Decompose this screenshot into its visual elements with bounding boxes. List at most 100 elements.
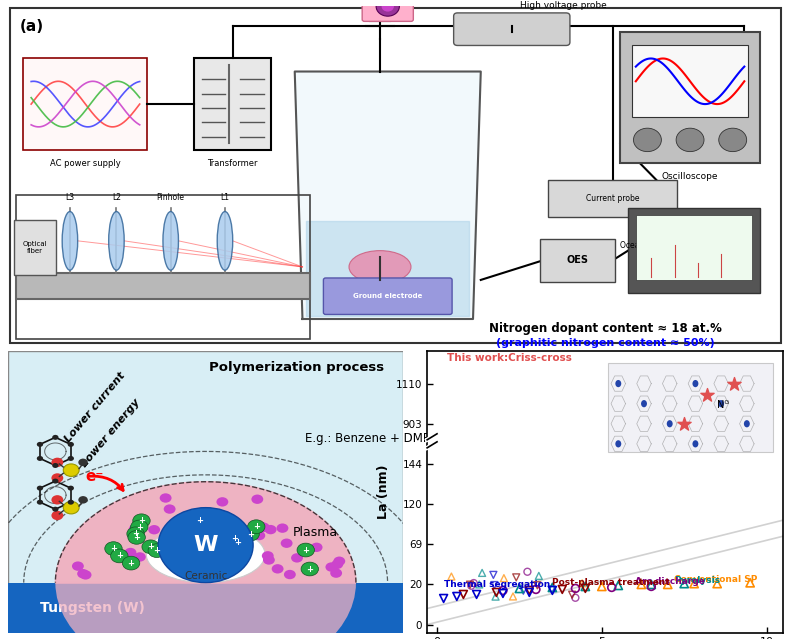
- Point: [490, 587, 503, 597]
- Circle shape: [67, 456, 74, 461]
- Circle shape: [253, 531, 265, 540]
- Point: [701, 390, 713, 401]
- Circle shape: [37, 500, 44, 505]
- Point: [576, 578, 589, 589]
- Circle shape: [133, 514, 150, 528]
- Point: [566, 590, 578, 600]
- Text: Oscilloscope: Oscilloscope: [662, 173, 718, 181]
- Ellipse shape: [349, 250, 411, 283]
- Point: [497, 585, 509, 596]
- Point: [464, 580, 476, 590]
- Text: +: +: [138, 516, 145, 525]
- Circle shape: [51, 473, 63, 482]
- FancyBboxPatch shape: [14, 220, 56, 275]
- Circle shape: [676, 128, 704, 151]
- FancyBboxPatch shape: [24, 59, 147, 150]
- Point: [556, 584, 569, 594]
- Text: L3: L3: [66, 193, 74, 202]
- Circle shape: [255, 522, 267, 531]
- Polygon shape: [55, 482, 356, 583]
- FancyBboxPatch shape: [548, 180, 677, 217]
- Circle shape: [78, 459, 88, 466]
- Text: L2: L2: [112, 193, 121, 202]
- Text: Arc discharge: Arc discharge: [635, 577, 705, 586]
- Circle shape: [284, 570, 296, 579]
- Circle shape: [52, 435, 59, 440]
- Circle shape: [667, 420, 672, 427]
- Point: [570, 583, 582, 594]
- Circle shape: [131, 520, 148, 534]
- Circle shape: [225, 532, 243, 546]
- Text: AC power supply: AC power supply: [50, 160, 121, 169]
- Ellipse shape: [108, 212, 124, 270]
- Point: [471, 589, 483, 599]
- Circle shape: [692, 380, 698, 387]
- Circle shape: [258, 523, 270, 532]
- Circle shape: [692, 440, 698, 447]
- Circle shape: [63, 464, 79, 477]
- FancyBboxPatch shape: [632, 45, 748, 117]
- Circle shape: [78, 496, 88, 504]
- FancyBboxPatch shape: [454, 13, 570, 45]
- Circle shape: [248, 520, 265, 534]
- Text: L1: L1: [221, 193, 229, 202]
- Text: Ceramic: Ceramic: [184, 571, 227, 581]
- Point: [437, 594, 450, 604]
- Circle shape: [142, 540, 159, 553]
- Text: +: +: [133, 533, 140, 542]
- Circle shape: [291, 553, 303, 562]
- Circle shape: [78, 569, 89, 578]
- Text: (a): (a): [20, 19, 44, 35]
- Circle shape: [51, 511, 63, 520]
- Circle shape: [123, 556, 140, 570]
- Text: E.g.: Benzene + DMF: E.g.: Benzene + DMF: [305, 433, 429, 445]
- Circle shape: [164, 504, 176, 514]
- Ellipse shape: [163, 212, 179, 270]
- Point: [579, 583, 592, 594]
- Point: [445, 571, 458, 581]
- Point: [498, 573, 510, 583]
- Circle shape: [381, 1, 394, 12]
- Point: [596, 581, 608, 592]
- FancyBboxPatch shape: [628, 208, 760, 293]
- Circle shape: [80, 570, 92, 580]
- Text: +: +: [110, 544, 117, 553]
- Text: Pyrolysis: Pyrolysis: [674, 576, 721, 585]
- Circle shape: [52, 507, 59, 512]
- Ellipse shape: [146, 527, 265, 583]
- Circle shape: [277, 523, 289, 533]
- Point: [523, 587, 536, 597]
- Point: [451, 591, 464, 601]
- Circle shape: [52, 463, 59, 468]
- Ellipse shape: [55, 482, 356, 639]
- Text: Nᴳ: Nᴳ: [717, 400, 729, 410]
- FancyBboxPatch shape: [608, 364, 774, 452]
- Point: [579, 581, 592, 592]
- Text: Transformer: Transformer: [207, 160, 258, 169]
- Circle shape: [297, 543, 315, 557]
- Circle shape: [301, 562, 319, 576]
- FancyBboxPatch shape: [620, 33, 760, 163]
- Text: +: +: [302, 546, 309, 555]
- Point: [473, 580, 486, 590]
- Point: [490, 592, 502, 602]
- Circle shape: [37, 486, 44, 491]
- Polygon shape: [295, 72, 481, 319]
- Circle shape: [67, 500, 74, 505]
- Text: +: +: [234, 538, 241, 547]
- Circle shape: [252, 495, 263, 504]
- Text: +: +: [247, 530, 254, 539]
- FancyBboxPatch shape: [10, 8, 781, 343]
- FancyBboxPatch shape: [16, 273, 310, 300]
- Text: Ground electrode: Ground electrode: [353, 293, 422, 299]
- Point: [569, 592, 581, 603]
- Circle shape: [263, 555, 274, 565]
- Text: Conventional SP: Conventional SP: [674, 575, 758, 584]
- Text: Lower energy: Lower energy: [79, 397, 142, 468]
- Circle shape: [719, 128, 747, 151]
- Y-axis label: La (nm): La (nm): [377, 465, 390, 520]
- Text: +: +: [253, 522, 259, 531]
- Point: [546, 585, 558, 595]
- Circle shape: [281, 539, 293, 548]
- Text: Ocean optics spectrograph: Ocean optics spectrograph: [620, 241, 724, 250]
